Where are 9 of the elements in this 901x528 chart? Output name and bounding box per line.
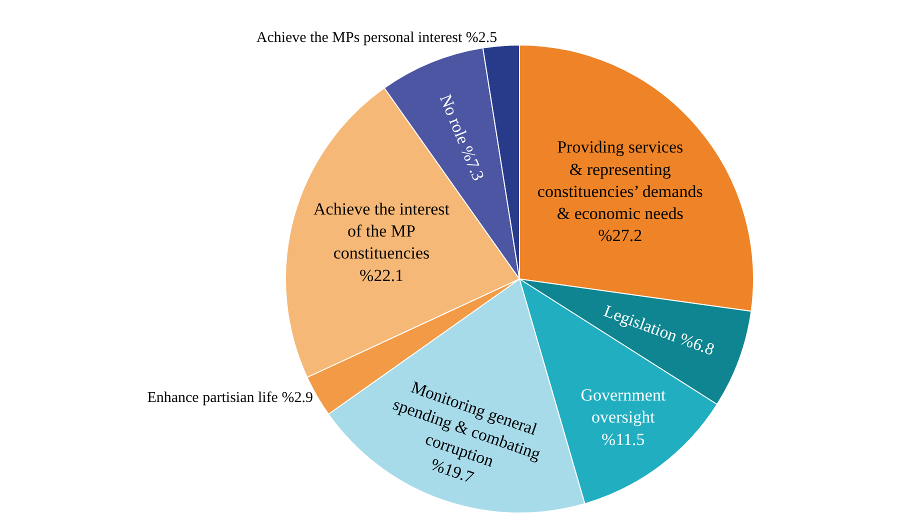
slice-label: Providing services & representing constituencies’ demands & economic needs — [537, 138, 703, 224]
slice-label: Government oversight — [580, 386, 666, 427]
slice-label: Enhance partisian life %2.9 — [147, 390, 313, 406]
data-label: %22.1 — [360, 266, 404, 285]
slice-label: Achieve the interest of the MP constituencies — [314, 200, 450, 263]
data-label: %27.2 — [598, 226, 642, 246]
slice-label: No role %7.3 — [436, 92, 488, 184]
data-label: %11.5 — [602, 430, 645, 449]
slice-label: Achieve the MPs personal interest %2.5 — [256, 30, 498, 46]
